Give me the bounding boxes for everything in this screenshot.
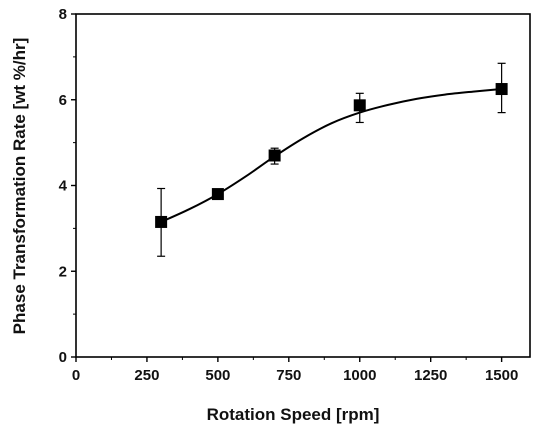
data-markers: [155, 83, 508, 228]
x-tick-label-5: 1250: [414, 367, 447, 384]
y-tick-label-4: 8: [59, 6, 67, 23]
fit-curve: [160, 88, 502, 223]
x-axis-label: Rotation Speed [rpm]: [207, 405, 380, 424]
data-point-4: [495, 83, 508, 96]
chart-axes: [75, 13, 531, 358]
x-tick-label-4: 1000: [343, 367, 376, 384]
fit-curve-group: [160, 88, 502, 223]
error-bars: [157, 62, 506, 257]
y-tick-label-3: 6: [59, 92, 67, 109]
x-tick-label-3: 750: [276, 367, 301, 384]
data-point-2: [268, 149, 281, 162]
y-tick-label-1: 2: [59, 263, 67, 280]
x-tick-label-1: 250: [134, 367, 159, 384]
y-axis-label: Phase Transformation Rate [wt %/hr]: [10, 38, 29, 335]
y-tick-label-0: 0: [59, 349, 67, 366]
plot-frame: [75, 13, 531, 358]
x-tick-label-6: 1500: [485, 367, 518, 384]
x-tick-label-0: 0: [72, 367, 80, 384]
data-point-3: [353, 99, 366, 112]
chart-ticks: 0 250 500 750 1000 1250 1500 0 2 4 6 8: [59, 6, 519, 384]
x-tick-label-2: 500: [205, 367, 230, 384]
data-point-1: [211, 188, 224, 201]
data-point-0: [155, 215, 168, 228]
y-tick-label-2: 4: [59, 178, 68, 195]
